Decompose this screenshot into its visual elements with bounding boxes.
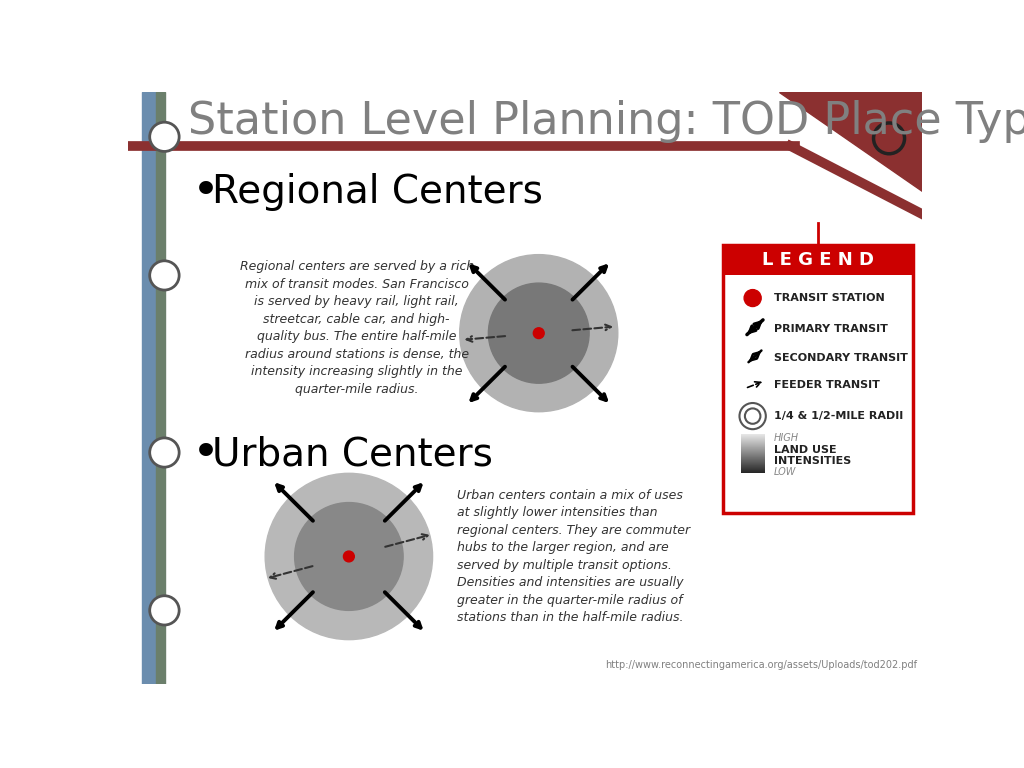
Text: •: • [191, 170, 219, 215]
Circle shape [150, 122, 179, 151]
Circle shape [295, 502, 403, 611]
Text: INTENSITIES: INTENSITIES [773, 456, 851, 466]
Text: Regional centers are served by a rich
mix of transit modes. San Francisco
is ser: Regional centers are served by a rich mi… [240, 260, 474, 396]
Text: LAND USE: LAND USE [773, 445, 837, 455]
FancyBboxPatch shape [142, 92, 156, 684]
Text: L E G E N D: L E G E N D [762, 251, 874, 269]
Circle shape [488, 283, 589, 383]
Text: Urban Centers: Urban Centers [212, 435, 493, 473]
Circle shape [343, 551, 354, 562]
Circle shape [150, 438, 179, 467]
Circle shape [150, 261, 179, 290]
Text: HIGH: HIGH [773, 433, 799, 443]
Text: FEEDER TRANSIT: FEEDER TRANSIT [773, 380, 880, 390]
Polygon shape [779, 92, 922, 190]
Text: TRANSIT STATION: TRANSIT STATION [773, 293, 885, 303]
Text: Regional Centers: Regional Centers [212, 174, 543, 211]
Text: LOW: LOW [773, 467, 796, 477]
Text: •: • [191, 432, 219, 477]
Text: http://www.reconnectingamerica.org/assets/Uploads/tod202.pdf: http://www.reconnectingamerica.org/asset… [605, 660, 916, 670]
Text: Station Level Planning: TOD Place Typologies: Station Level Planning: TOD Place Typolo… [188, 100, 1024, 143]
FancyBboxPatch shape [723, 245, 913, 512]
Text: PRIMARY TRANSIT: PRIMARY TRANSIT [773, 324, 888, 334]
Circle shape [265, 473, 432, 640]
FancyBboxPatch shape [723, 245, 913, 276]
FancyBboxPatch shape [156, 92, 165, 684]
Text: Urban centers contain a mix of uses
at slightly lower intensities than
regional : Urban centers contain a mix of uses at s… [458, 488, 690, 624]
Circle shape [534, 328, 544, 339]
Text: SECONDARY TRANSIT: SECONDARY TRANSIT [773, 353, 907, 363]
Circle shape [744, 290, 761, 306]
Circle shape [150, 596, 179, 625]
Text: 1/4 & 1/2-MILE RADII: 1/4 & 1/2-MILE RADII [773, 411, 903, 421]
Circle shape [460, 255, 617, 412]
